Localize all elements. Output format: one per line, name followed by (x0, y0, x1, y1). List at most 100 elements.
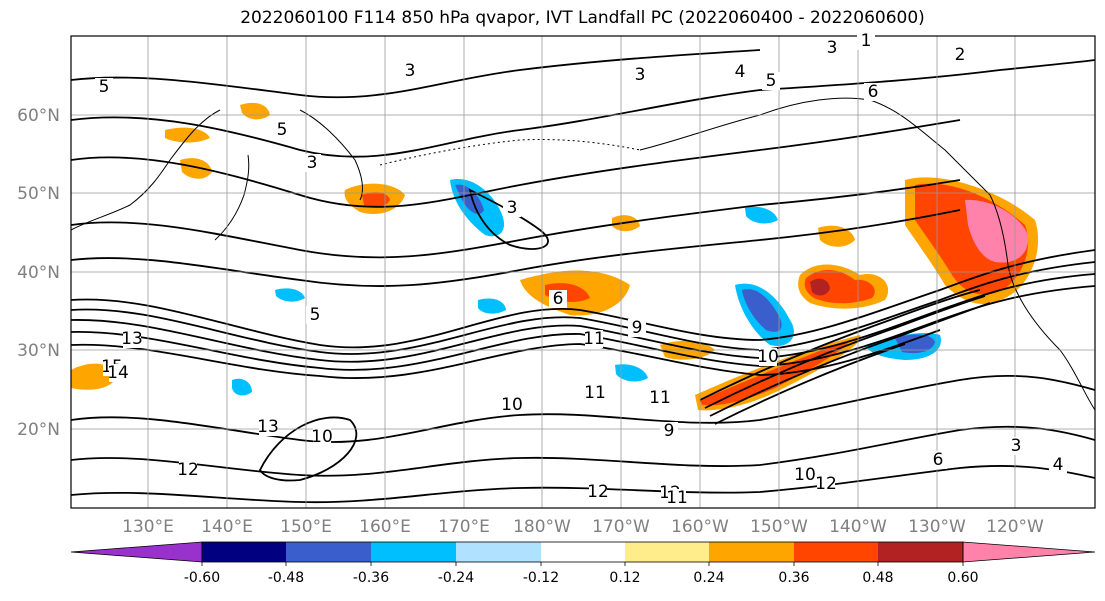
contour-label: 12 (815, 474, 837, 494)
colorbar-segment (202, 542, 286, 562)
contour-label-background (762, 72, 780, 90)
contour-label-background (1049, 456, 1067, 474)
contour-label-background (549, 290, 567, 308)
contour-label-background (109, 364, 127, 382)
colorbar-tick-label: 0.12 (609, 570, 640, 586)
colorbar-tick-label: 0.60 (947, 570, 978, 586)
latitude-label: 40°N (17, 263, 60, 283)
coastline-alaska (639, 97, 991, 196)
contour-label-background (823, 39, 841, 57)
contour-label-background (660, 422, 678, 440)
longitude-label: 170°W (592, 517, 650, 537)
shading-blue-160w (615, 364, 648, 382)
latitude-label: 30°N (17, 341, 60, 361)
contour-label: 14 (107, 363, 129, 383)
longitude-label: 130°E (122, 517, 174, 537)
contour-label-background (586, 384, 604, 402)
contour-label: 1 (861, 31, 872, 51)
contour-line (699, 289, 981, 401)
latitude-labels: 60°N 50°N 40°N 30°N 20°N (17, 106, 60, 440)
contour-label: 6 (933, 450, 944, 470)
contour-line (258, 416, 358, 482)
shading-blue-150e (275, 288, 305, 302)
colorbar-segment (286, 542, 371, 562)
contour-label-background (313, 428, 331, 446)
contour-label-background (951, 46, 969, 64)
longitude-label: 160°E (359, 517, 411, 537)
coastline-japan (214, 154, 250, 241)
contour-label: 5 (277, 120, 288, 140)
shading-red-kamchatka (362, 192, 390, 208)
colorbar-arrow-right (962, 541, 1096, 563)
contour-label: 3 (507, 198, 518, 218)
contour-label-background (929, 451, 947, 469)
contour-label: 5 (310, 305, 321, 325)
contour-label-background (123, 330, 141, 348)
longitude-label: 160°W (671, 517, 729, 537)
contour-label: 10 (311, 427, 333, 447)
colorbar-segment (709, 542, 794, 562)
contour-label: 10 (501, 395, 523, 415)
longitude-label: 140°E (201, 517, 253, 537)
colorbar-tick-label: -0.36 (353, 570, 389, 586)
contour-label: 9 (632, 318, 643, 338)
contour-line (71, 59, 1095, 158)
latitude-label: 50°N (17, 184, 60, 204)
contour-label-background (503, 396, 521, 414)
colorbar-tick-label: -0.12 (523, 570, 559, 586)
contour-label-background (259, 418, 277, 436)
contour-line (709, 302, 991, 417)
contour-label-background (95, 78, 113, 96)
contour-line (71, 49, 761, 99)
shading-darkblue-150w (742, 289, 782, 332)
longitude-label: 140°W (829, 517, 887, 537)
shading-orange-japan (180, 158, 212, 179)
longitude-label: 120°W (986, 517, 1044, 537)
shaded-field (71, 102, 1039, 411)
contour-label-background (303, 154, 321, 172)
colorbar-segment (625, 542, 709, 562)
contour-line (71, 261, 1095, 355)
colorbar-arrow-left (70, 541, 203, 563)
contour-label-background (631, 66, 649, 84)
shading-red-sw-band (700, 340, 850, 406)
colorbar-tick-label: 0.48 (862, 570, 893, 586)
contour-label: 13 (257, 417, 279, 437)
colorbar: -0.60 -0.48 -0.36 -0.24 -0.12 0.12 0.24 0.36 0.4… (70, 541, 1096, 586)
contour-label: 4 (1053, 455, 1064, 475)
longitude-label: 130°W (908, 517, 966, 537)
longitude-label: 180°W (513, 517, 571, 537)
shading-darkred-140w (810, 278, 830, 296)
colorbar-segment (794, 542, 878, 562)
contour-label-background (401, 62, 419, 80)
colorbar-tick-label: 0.24 (693, 570, 724, 586)
contour-label: 9 (664, 421, 675, 441)
colorbar-tick-label: -0.48 (268, 570, 304, 586)
contour-label-background (1007, 437, 1025, 455)
longitude-label: 170°E (438, 517, 490, 537)
contour-line (714, 343, 906, 425)
shading-orange-okhotsk (165, 127, 210, 143)
contour-label: 10 (757, 347, 779, 367)
colorbar-tick-label: 0.36 (778, 570, 809, 586)
latitude-label: 60°N (17, 106, 60, 126)
contour-line (71, 375, 1095, 443)
coastline-west-north-america (989, 194, 1095, 411)
contour-label: 11 (584, 383, 606, 403)
contour-line (71, 119, 961, 208)
colorbar-tick-label: -0.24 (438, 570, 474, 586)
contour-label-background (731, 63, 749, 81)
colorbar-outline (201, 541, 964, 563)
contour-label-group: 5334532653356911101315141213101011119121… (95, 31, 1067, 508)
contour-label-background (273, 121, 291, 139)
contour-label-background (796, 466, 814, 484)
contour-label: 6 (553, 289, 564, 309)
shading-darkblue-north (455, 184, 484, 215)
contour-label: 11 (649, 388, 671, 408)
latitude-label: 20°N (17, 420, 60, 440)
contour-label: 3 (827, 38, 838, 58)
colorbar-tick-label: -0.60 (184, 570, 220, 586)
shading-pink-west-coast (965, 199, 1029, 263)
shading-orange-150w-north (818, 225, 855, 247)
